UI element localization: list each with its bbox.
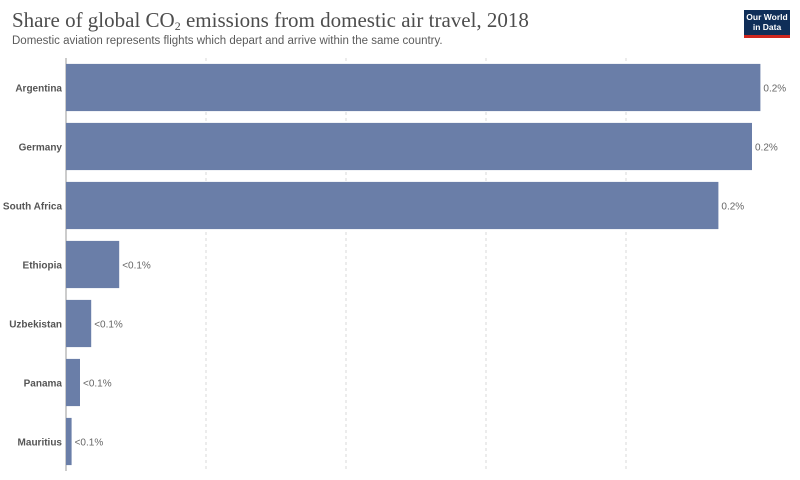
bar-south-africa bbox=[66, 181, 719, 230]
chart-subtitle: Domestic aviation represents flights whi… bbox=[12, 35, 443, 47]
category-label-south-africa: South Africa bbox=[3, 202, 63, 213]
title-subscript: 2 bbox=[174, 19, 181, 33]
bar-mauritius bbox=[66, 417, 72, 466]
category-label-panama: Panama bbox=[24, 379, 63, 390]
value-label-uzbekistan: <0.1% bbox=[94, 320, 123, 331]
value-label-ethiopia: <0.1% bbox=[122, 261, 151, 272]
value-label-germany: 0.2% bbox=[755, 143, 778, 154]
bar-germany bbox=[66, 122, 752, 171]
category-label-mauritius: Mauritius bbox=[18, 438, 63, 449]
bar-uzbekistan bbox=[66, 299, 92, 348]
value-label-south-africa: 0.2% bbox=[721, 202, 744, 213]
chart-title: Share of global CO2 emissions from domes… bbox=[12, 8, 529, 34]
bar-panama bbox=[66, 358, 80, 407]
title-suffix: emissions from domestic air travel, 2018 bbox=[180, 8, 529, 32]
logo-line-1: Our World bbox=[746, 12, 788, 22]
category-label-ethiopia: Ethiopia bbox=[23, 261, 63, 272]
logo-accent-bar bbox=[744, 35, 790, 38]
category-label-germany: Germany bbox=[19, 143, 63, 154]
category-label-uzbekistan: Uzbekistan bbox=[9, 320, 62, 331]
owid-logo[interactable]: Our World in Data bbox=[744, 10, 790, 38]
value-label-argentina: 0.2% bbox=[763, 84, 786, 95]
value-label-mauritius: <0.1% bbox=[75, 438, 104, 449]
bar-argentina bbox=[66, 63, 761, 112]
category-label-argentina: Argentina bbox=[15, 84, 62, 95]
logo-line-2: in Data bbox=[752, 22, 782, 32]
bar-ethiopia bbox=[66, 240, 120, 289]
title-prefix: Share of global CO bbox=[12, 8, 175, 32]
value-label-panama: <0.1% bbox=[83, 379, 112, 390]
